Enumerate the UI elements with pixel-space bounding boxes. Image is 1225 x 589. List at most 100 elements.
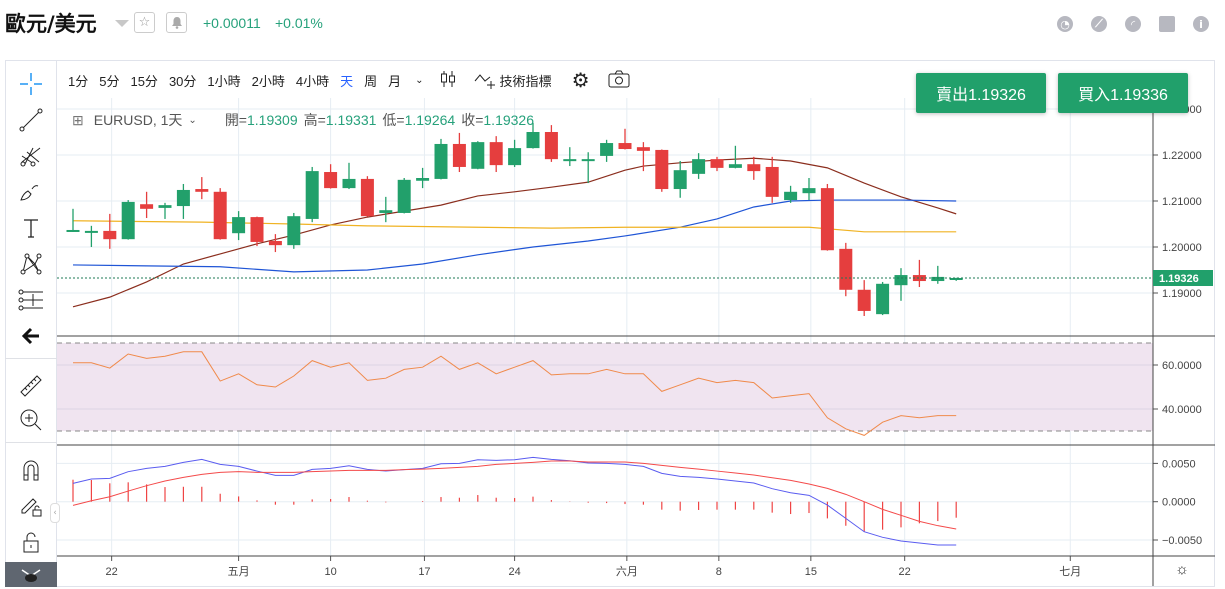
candle-body xyxy=(710,159,724,168)
candle-body xyxy=(692,159,706,174)
alert-bell-button[interactable] xyxy=(166,12,187,33)
symbol-chevron-icon[interactable]: ⌄ xyxy=(188,114,197,126)
price-change-abs: +0.00011 xyxy=(203,15,261,31)
more-intervals-chevron-icon[interactable]: ⌄ xyxy=(415,74,424,86)
candle xyxy=(416,167,430,189)
interval-4h[interactable]: 4小時 xyxy=(295,73,330,89)
candle-body xyxy=(103,230,117,240)
interval-1h[interactable]: 1小時 xyxy=(207,73,241,89)
candle xyxy=(784,185,798,203)
interval-30m[interactable]: 30分 xyxy=(168,73,197,89)
interval-1d[interactable]: 天 xyxy=(340,73,354,89)
favorite-star-button[interactable]: ☆ xyxy=(134,12,155,33)
text-tool-icon[interactable] xyxy=(17,214,45,242)
time-axis-label: 15 xyxy=(805,566,817,578)
candle-style-icon[interactable] xyxy=(440,69,456,92)
symbol-dropdown-icon[interactable] xyxy=(115,20,129,27)
star-icon: ☆ xyxy=(138,15,151,30)
time-axis-label: 8 xyxy=(716,566,722,578)
candle xyxy=(949,277,963,281)
pitchfork-icon[interactable] xyxy=(17,142,45,170)
chart-toolbar: 1分 5分 15分 30分 1小時 2小時 4小時 天 周 月 ⌄ 技術指標 ⚙ xyxy=(57,62,1153,98)
interval-2h[interactable]: 2小時 xyxy=(251,73,285,89)
time-axis-label: 10 xyxy=(324,566,336,578)
last-price-label: 1.19326 xyxy=(1159,273,1199,285)
candle xyxy=(158,202,172,219)
candle xyxy=(636,142,650,172)
candle xyxy=(692,153,706,179)
candle-body xyxy=(232,217,246,234)
candle xyxy=(931,265,945,284)
last-price-label-bg xyxy=(1153,270,1213,287)
legend-symbol[interactable]: EURUSD, 1天 xyxy=(93,112,183,128)
sell-button[interactable]: 賣出1.19326 xyxy=(916,73,1046,113)
candle xyxy=(820,183,834,251)
candle-body xyxy=(581,159,595,162)
candle xyxy=(655,149,669,192)
candle-body xyxy=(508,148,522,166)
candle-body xyxy=(876,283,890,315)
collapse-toolbar-handle[interactable]: ‹ xyxy=(50,503,60,523)
candle xyxy=(894,268,908,301)
candle-body xyxy=(820,188,834,251)
settings-gear-icon[interactable]: ⚙ xyxy=(571,69,590,92)
candle xyxy=(305,166,319,223)
candle-body xyxy=(931,276,945,282)
pie-chart-icon[interactable]: ◔ xyxy=(1057,16,1073,32)
gauge-icon[interactable]: ◜ xyxy=(1125,16,1141,32)
hide-drawings-button[interactable] xyxy=(5,562,57,587)
open-value: 1.19309 xyxy=(247,112,298,128)
magnet-icon[interactable] xyxy=(17,456,45,484)
candle xyxy=(268,234,282,253)
candle-body xyxy=(489,142,503,166)
chart-legend: ⊞ EURUSD, 1天 ⌄ 開=1.19309 高=1.19331 低=1.19… xyxy=(72,110,534,130)
axis-settings-icon[interactable]: ☼ xyxy=(1175,561,1189,578)
candle-body xyxy=(802,188,816,194)
open-label: 開= xyxy=(224,112,247,128)
interval-1m[interactable]: 1分 xyxy=(68,73,89,89)
candle xyxy=(379,196,393,223)
candle-body xyxy=(728,164,742,168)
screenshot-camera-icon[interactable] xyxy=(608,70,630,91)
candle-body xyxy=(66,229,80,232)
moving-average-line xyxy=(72,199,957,273)
eye-icon xyxy=(21,568,41,582)
candle xyxy=(747,156,761,180)
candle-body xyxy=(360,178,374,217)
ruler-icon[interactable] xyxy=(17,372,45,400)
time-axis-label: 22 xyxy=(106,566,118,578)
info-icon[interactable]: i xyxy=(1193,16,1209,32)
candle-body xyxy=(784,191,798,201)
zoom-in-icon[interactable] xyxy=(17,406,45,434)
candle xyxy=(121,200,135,240)
expand-legend-icon[interactable]: ⊞ xyxy=(72,111,84,128)
interval-5m[interactable]: 5分 xyxy=(99,73,120,89)
candle xyxy=(728,145,742,169)
candle-body xyxy=(268,241,282,246)
measure-range-icon[interactable] xyxy=(17,286,45,314)
unlock-icon[interactable] xyxy=(17,528,45,556)
toolbar-divider xyxy=(5,442,57,443)
crosshair-icon[interactable] xyxy=(17,70,45,98)
lock-drawings-icon[interactable] xyxy=(17,492,45,520)
candle xyxy=(710,156,724,172)
brush-icon[interactable] xyxy=(17,178,45,206)
interval-1mo[interactable]: 月 xyxy=(388,73,402,89)
candle-body xyxy=(544,132,558,160)
candle-body xyxy=(526,132,540,149)
time-axis-label: 六月 xyxy=(616,565,638,578)
price-chart[interactable]: 22五月101724六月81522七月1.230001.220001.21000… xyxy=(57,98,1215,587)
interval-1w[interactable]: 周 xyxy=(364,73,378,89)
calendar-icon[interactable] xyxy=(1159,16,1175,32)
trend-line-icon[interactable] xyxy=(17,106,45,134)
compass-icon[interactable]: ⟋ xyxy=(1091,16,1107,32)
candle xyxy=(600,139,614,162)
indicators-button[interactable]: 技術指標 xyxy=(474,71,552,90)
candle-body xyxy=(342,178,356,189)
buy-button[interactable]: 買入1.19336 xyxy=(1058,73,1188,113)
price-change-pct: +0.01% xyxy=(275,15,323,31)
rsi-line xyxy=(73,351,957,436)
interval-15m[interactable]: 15分 xyxy=(130,73,158,89)
pattern-icon[interactable] xyxy=(17,250,45,278)
back-arrow-icon[interactable] xyxy=(17,322,45,350)
